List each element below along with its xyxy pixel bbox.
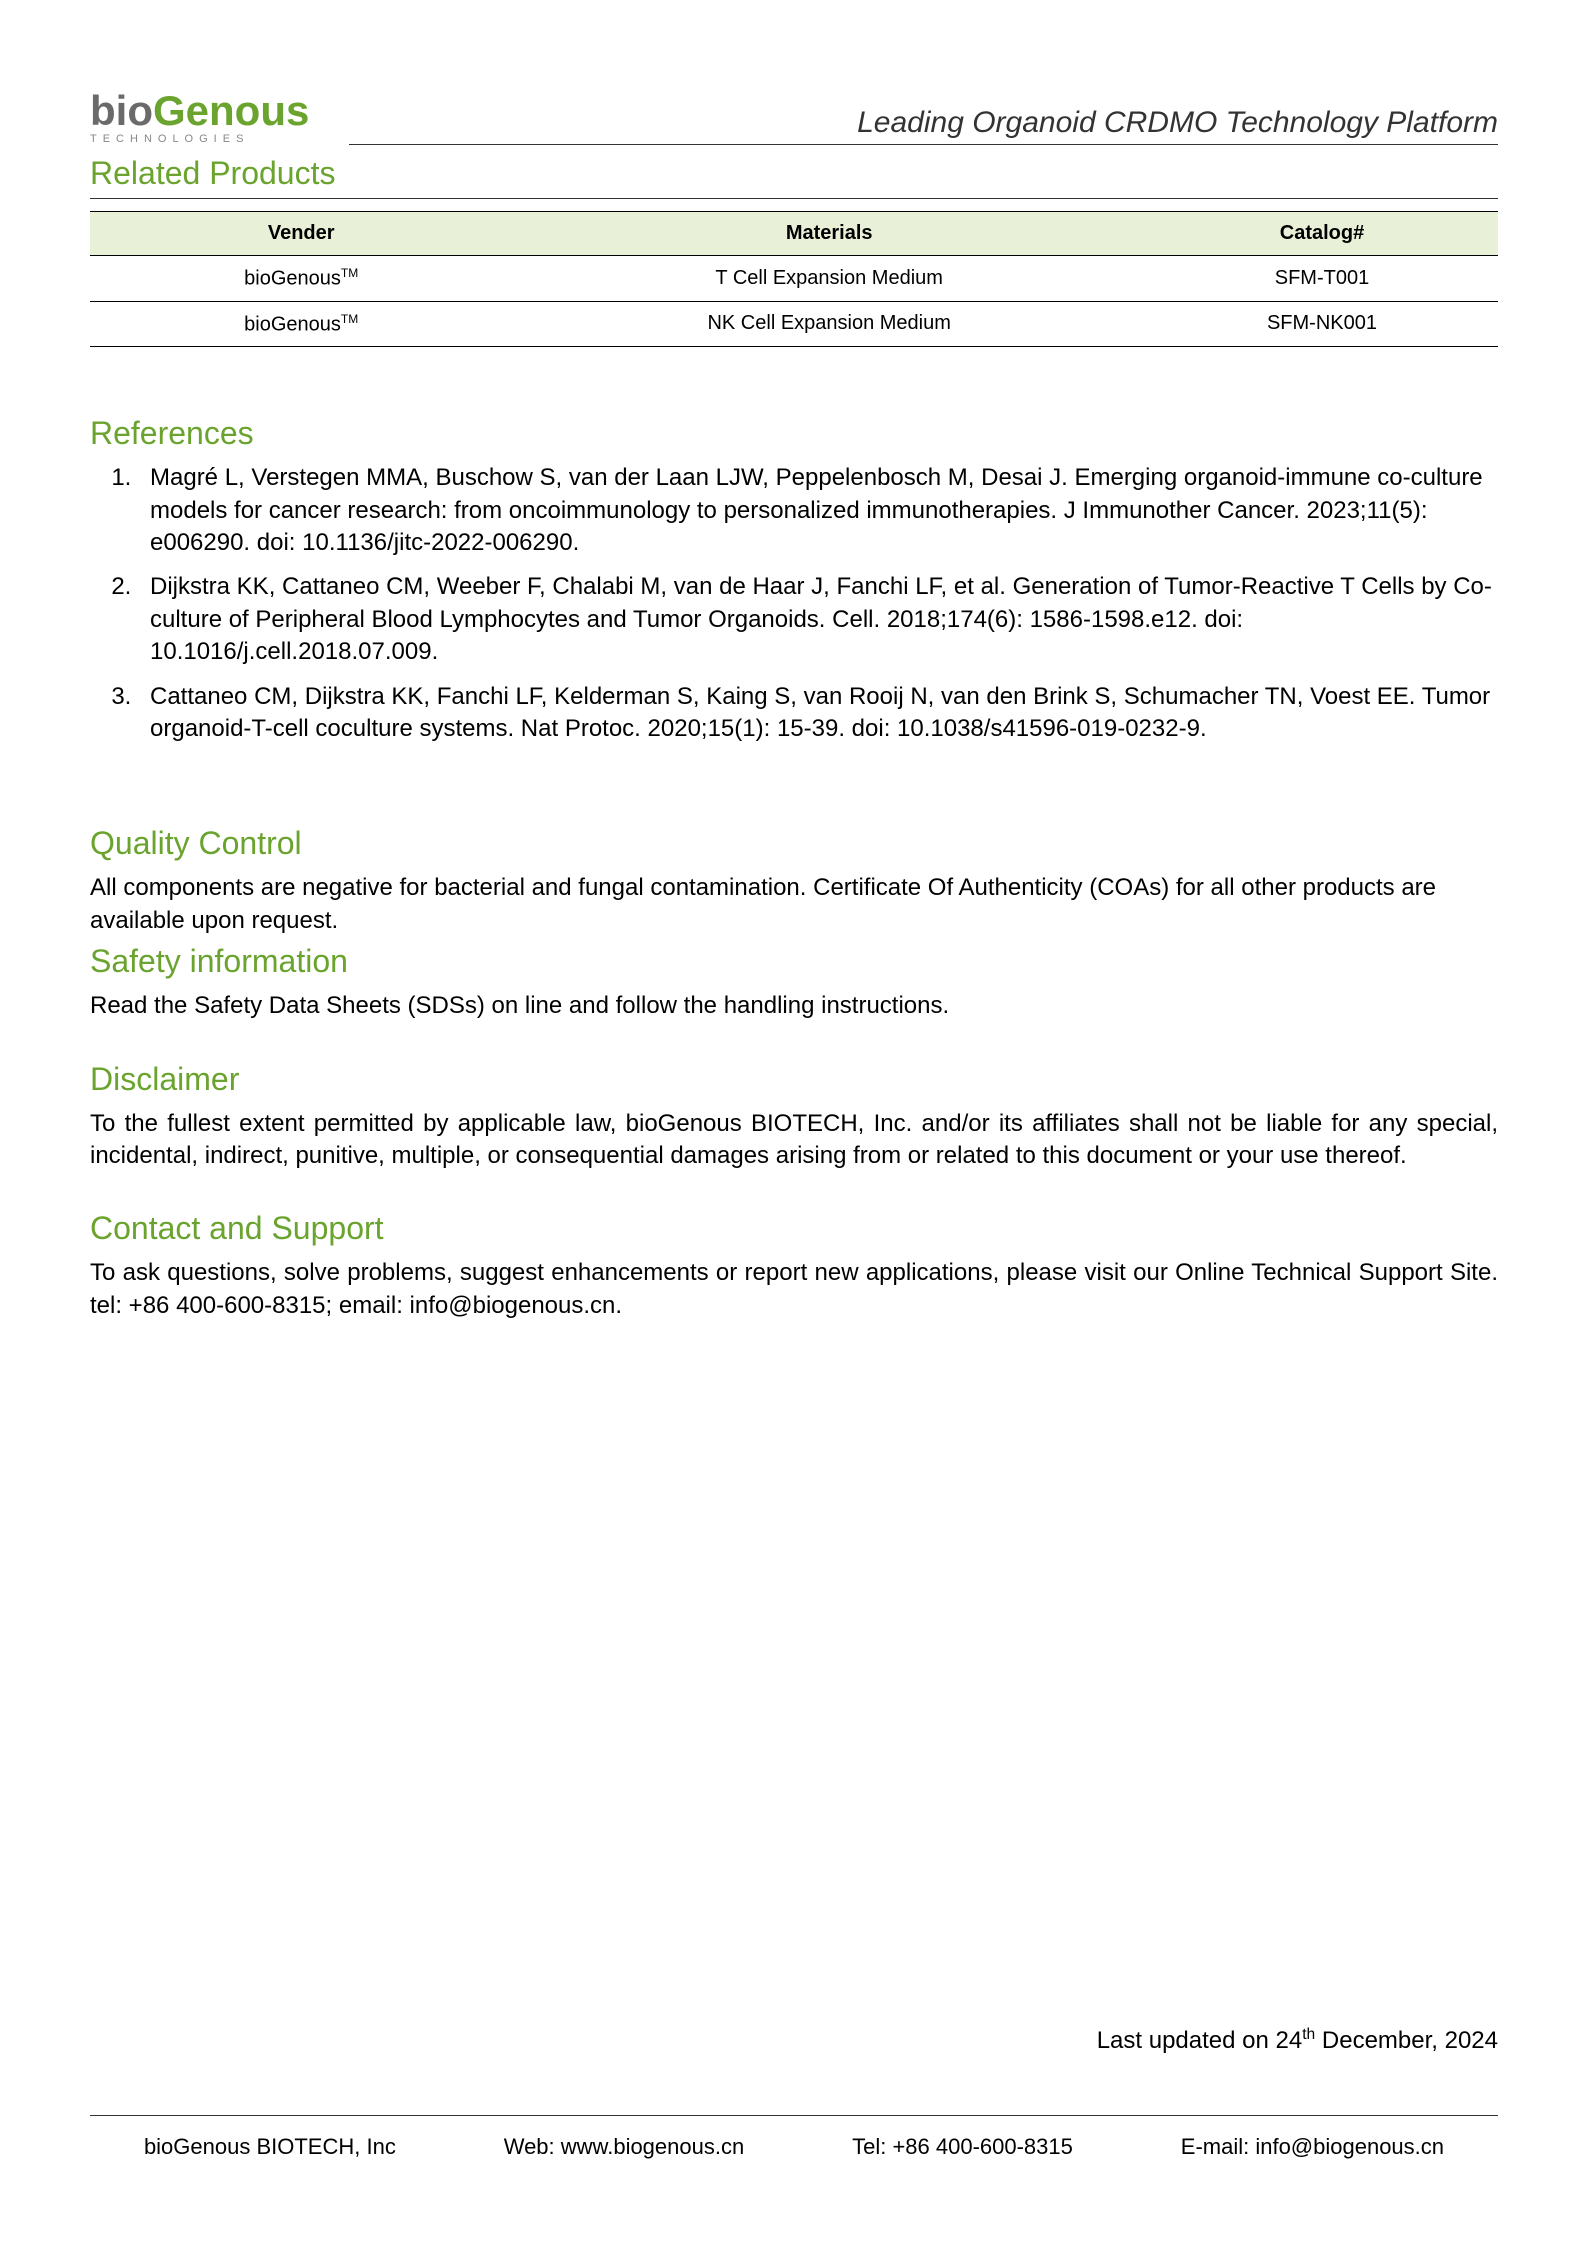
logo-part-genous: Genous [153, 87, 309, 134]
table-row: bioGenousTM NK Cell Expansion Medium SFM… [90, 301, 1498, 347]
th-materials: Materials [512, 212, 1146, 256]
logo-subtitle: TECHNOLOGIES [90, 134, 309, 145]
safety-text: Read the Safety Data Sheets (SDSs) on li… [90, 990, 1498, 1022]
ordinal-suffix: th [1302, 2026, 1315, 2043]
disclaimer-text: To the fullest extent permitted by appli… [90, 1108, 1498, 1173]
footer-email: E-mail: info@biogenous.cn [1181, 2134, 1444, 2160]
section-title-references: References [90, 415, 1498, 452]
references-list: Magré L, Verstegen MMA, Buschow S, van d… [90, 462, 1498, 745]
footer-web: Web: www.biogenous.cn [504, 2134, 745, 2160]
tagline: Leading Organoid CRDMO Technology Platfo… [349, 106, 1498, 145]
related-products-table: Vender Materials Catalog# bioGenousTM T … [90, 211, 1498, 347]
trademark-symbol: TM [341, 266, 358, 280]
table-header-row: Vender Materials Catalog# [90, 212, 1498, 256]
cell-vender: bioGenousTM [90, 301, 512, 347]
section-title-contact: Contact and Support [90, 1210, 1498, 1247]
cell-catalog: SFM-T001 [1146, 256, 1498, 302]
vender-base: bioGenous [244, 268, 341, 290]
cell-vender: bioGenousTM [90, 256, 512, 302]
footer-company: bioGenous BIOTECH, Inc [144, 2134, 396, 2160]
page-header: bioGenous TECHNOLOGIES Leading Organoid … [90, 90, 1498, 145]
last-updated: Last updated on 24th December, 2024 [1097, 2026, 1498, 2055]
logo-main: bioGenous [90, 90, 309, 132]
contact-text: To ask questions, solve problems, sugges… [90, 1257, 1498, 1322]
section-title-related-products: Related Products [90, 155, 1498, 199]
th-catalog: Catalog# [1146, 212, 1498, 256]
quality-control-text: All components are negative for bacteria… [90, 872, 1498, 937]
reference-item: Cattaneo CM, Dijkstra KK, Fanchi LF, Kel… [138, 681, 1498, 746]
logo: bioGenous TECHNOLOGIES [90, 90, 309, 145]
section-title-quality-control: Quality Control [90, 825, 1498, 862]
table-row: bioGenousTM T Cell Expansion Medium SFM-… [90, 256, 1498, 302]
vender-base: bioGenous [244, 313, 341, 335]
reference-item: Dijkstra KK, Cattaneo CM, Weeber F, Chal… [138, 571, 1498, 668]
logo-part-bio: bio [90, 87, 153, 134]
trademark-symbol: TM [341, 312, 358, 326]
section-title-safety: Safety information [90, 943, 1498, 980]
cell-materials: T Cell Expansion Medium [512, 256, 1146, 302]
cell-catalog: SFM-NK001 [1146, 301, 1498, 347]
th-vender: Vender [90, 212, 512, 256]
cell-materials: NK Cell Expansion Medium [512, 301, 1146, 347]
reference-item: Magré L, Verstegen MMA, Buschow S, van d… [138, 462, 1498, 559]
last-updated-suffix: December, 2024 [1315, 2027, 1498, 2054]
page-content: bioGenous TECHNOLOGIES Leading Organoid … [0, 0, 1588, 1322]
footer-tel: Tel: +86 400-600-8315 [852, 2134, 1073, 2160]
section-title-disclaimer: Disclaimer [90, 1061, 1498, 1098]
last-updated-prefix: Last updated on 24 [1097, 2027, 1303, 2054]
page-footer: bioGenous BIOTECH, Inc Web: www.biogenou… [90, 2115, 1498, 2160]
